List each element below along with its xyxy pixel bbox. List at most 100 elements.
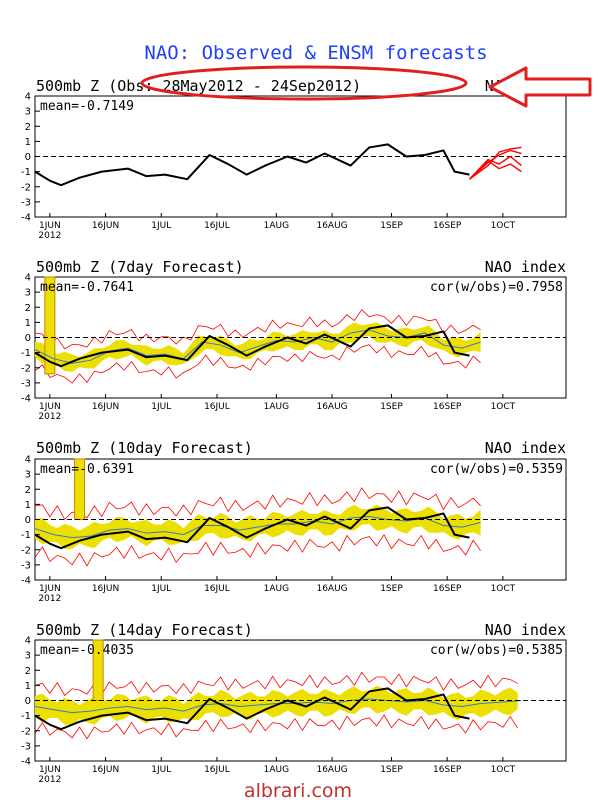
y-tick-label: -4 <box>21 394 31 405</box>
y-tick-label: -1 <box>21 167 31 178</box>
x-tick-label: 1AUG <box>264 402 289 412</box>
cor-label: cor(w/obs)=0.7958 <box>430 280 563 295</box>
x-tick-label: 16JUL <box>204 584 230 594</box>
y-tick-label: 3 <box>25 470 31 481</box>
ensemble-mean-line <box>34 515 481 539</box>
y-tick-label: -3 <box>21 197 31 208</box>
member-envelope-lower <box>34 714 519 740</box>
x-tick-label: 16AUG <box>316 765 347 775</box>
panel-7day: 500mb Z (7day Forecast) NAO index <box>36 258 566 276</box>
plot-7day: 4 3 2 1 0 -1 -2 -3 -4 1JUN 16JUN 1JUL 16JUL 1AUG 16AUG… <box>21 273 567 422</box>
panel-title: 500mb Z (Obs: 28May2012 - 24Sep2012) <box>36 77 361 95</box>
x-tick-year: 2012 <box>38 412 61 422</box>
y-tick-label: -4 <box>21 576 31 587</box>
cor-label: cor(w/obs)=0.5385 <box>430 643 563 658</box>
y-tick-label: 4 <box>25 92 31 103</box>
member-envelope-upper <box>34 309 481 350</box>
y-tick-label: 1 <box>25 318 31 329</box>
watermark: albrari.com <box>244 780 352 800</box>
x-tick-year: 2012 <box>38 594 61 604</box>
y-tick-label: -1 <box>21 711 31 722</box>
x-tick-label: 1OCT <box>491 765 516 775</box>
x-tick-label: 1JUN <box>39 221 61 231</box>
panel-title: 500mb Z (14day Forecast) <box>36 621 253 639</box>
y-tick-label: -3 <box>21 560 31 571</box>
ensemble-mean-line <box>34 698 522 714</box>
x-tick-label: 16JUL <box>204 402 230 412</box>
x-tick-label: 1OCT <box>491 402 516 412</box>
mean-label: mean=-0.7641 <box>40 280 134 295</box>
y-tick-label: 1 <box>25 500 31 511</box>
y-tick-label: -1 <box>21 348 31 359</box>
x-tick-label: 16JUL <box>204 221 230 231</box>
x-tick-label: 1JUL <box>151 221 171 231</box>
y-tick-label: 3 <box>25 107 31 118</box>
x-tick-label: 1JUL <box>151 402 171 412</box>
x-tick-label: 1OCT <box>491 584 516 594</box>
x-tick-label: 16AUG <box>316 402 347 412</box>
forecast-member-line <box>468 149 522 180</box>
x-tick-label: 1SEP <box>380 765 403 775</box>
panel-observed: 500mb Z (Obs: 28May2012 - 24Sep2012) NAO… <box>36 77 566 95</box>
forecast-member-line <box>468 160 522 180</box>
y-tick-label: -2 <box>21 726 31 737</box>
x-tick-label: 16SEP <box>433 221 462 231</box>
panel-title: 500mb Z (7day Forecast) <box>36 258 244 276</box>
x-tick-label: 16JUL <box>204 765 230 775</box>
x-tick-label: 1AUG <box>264 221 289 231</box>
panel-title: 500mb Z (10day Forecast) <box>36 439 253 457</box>
x-tick-year: 2012 <box>38 231 61 241</box>
observed-line <box>34 143 470 187</box>
forecast-member-line <box>468 155 522 180</box>
figure-title: NAO: Observed & ENSM forecasts <box>144 42 487 64</box>
panel-right-title: NAO index <box>485 439 566 457</box>
x-tick-label: 1JUL <box>151 765 171 775</box>
y-tick-label: 2 <box>25 485 31 496</box>
panel-14day: 500mb Z (14day Forecast) NAO index <box>36 621 566 639</box>
y-tick-label: 0 <box>25 515 31 526</box>
y-tick-label: 4 <box>25 636 31 647</box>
spread-band <box>35 322 481 372</box>
member-envelope-upper <box>34 487 481 521</box>
highlight-ellipse <box>140 65 468 101</box>
x-tick-label: 1SEP <box>380 402 403 412</box>
x-tick-label: 16AUG <box>316 221 347 231</box>
panel-right-title: NAO index <box>485 621 566 639</box>
member-envelope-lower <box>34 534 481 567</box>
x-tick-label: 16JUN <box>92 221 119 231</box>
x-tick-label: 16SEP <box>433 402 462 412</box>
x-tick-label: 1JUN <box>39 584 61 594</box>
forecast-member-line <box>469 146 522 180</box>
member-envelope-upper <box>34 671 518 697</box>
y-tick-label: -3 <box>21 741 31 752</box>
observed-line <box>34 506 470 550</box>
cor-label: cor(w/obs)=0.5359 <box>430 462 563 477</box>
x-tick-label: 1AUG <box>264 584 289 594</box>
panel-10day: 500mb Z (10day Forecast) NAO index <box>36 439 566 457</box>
x-tick-label: 1AUG <box>264 765 289 775</box>
x-tick-label: 16JUN <box>92 765 119 775</box>
pointer-arrow-icon <box>488 66 592 108</box>
x-tick-label: 16JUN <box>92 584 119 594</box>
member-envelope-lower <box>34 344 481 384</box>
x-tick-label: 1JUN <box>39 765 61 775</box>
mean-label: mean=-0.6391 <box>40 462 134 477</box>
x-tick-label: 1OCT <box>491 221 516 231</box>
plot-10day: 4 3 2 1 0 -1 -2 -3 -4 1JUN 16JUN 1JUL 16JUL 1AUG 16AUG… <box>21 455 567 604</box>
y-tick-label: 0 <box>25 333 31 344</box>
y-tick-label: 3 <box>25 651 31 662</box>
x-tick-label: 1JUN <box>39 402 61 412</box>
observed-line <box>34 324 470 368</box>
x-tick-label: 16AUG <box>316 584 347 594</box>
y-tick-label: 2 <box>25 122 31 133</box>
y-tick-label: 2 <box>25 666 31 677</box>
x-tick-label: 16JUN <box>92 402 119 412</box>
panel-right-title: NAO index <box>485 258 566 276</box>
y-tick-label: 0 <box>25 696 31 707</box>
y-tick-label: 0 <box>25 152 31 163</box>
y-tick-label: -2 <box>21 545 31 556</box>
plot-areas: 4 3 2 1 0 -1 -2 -3 -4 1JUN 16JUN 1JUL 16JUL 1AUG 16AUG… <box>21 92 567 785</box>
y-tick-label: -2 <box>21 182 31 193</box>
y-tick-label: 1 <box>25 137 31 148</box>
